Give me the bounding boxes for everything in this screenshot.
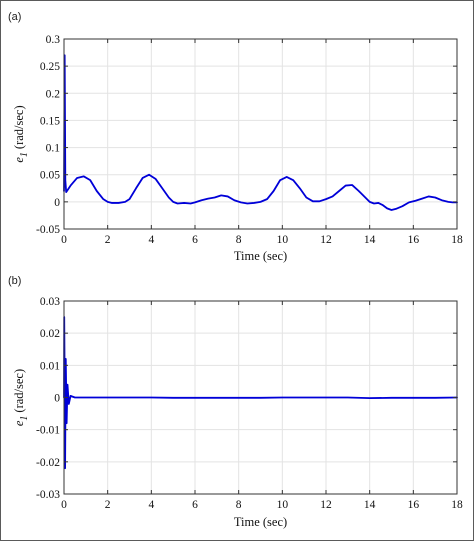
y-tick-label: 0.05 [40,170,60,182]
y-tick-label: 0.02 [40,328,60,340]
y-tick-label: 0.01 [40,360,60,372]
x-tick-label: 14 [364,234,376,246]
x-tick-label: 2 [105,234,111,246]
x-tick-label: 4 [148,234,154,246]
y-tick-label: -0.05 [36,224,60,236]
x-tick-label: 18 [451,499,463,511]
x-axis-label: Time (sec) [234,515,287,529]
y-axis-label: e1(rad/sec) [12,105,30,162]
x-tick-label: 4 [148,499,154,511]
x-tick-label: 0 [61,234,67,246]
y-tick-label: 0.2 [46,88,61,100]
y-tick-label: 0.1 [46,143,61,155]
x-tick-label: 16 [408,234,420,246]
y-tick-label: -0.02 [36,457,60,469]
x-tick-label: 8 [236,234,242,246]
chart-panel-b: (b) 0 2 4 6 8 10 12 14 16 18 -0.03 -0.02 -0.01 0 0.01 0.… [8,275,463,529]
y-tick-label: -0.01 [36,425,60,437]
x-tick-label: 12 [320,234,332,246]
x-tick-label: 14 [364,499,376,511]
series-line [63,54,458,211]
x-tick-label: 18 [451,234,463,246]
chart-panel-a: (a)0 2 4 6 8 10 12 14 16 18-0.0500.050.10.150.20.… [8,11,463,263]
x-axis-label: Time (sec) [234,249,287,263]
y-tick-label: 0.15 [40,115,60,127]
x-tick-label: 6 [192,234,198,246]
x-tick-label: 10 [277,499,289,511]
y-tick-label: 0.3 [46,34,61,46]
x-tick-label: 6 [192,499,198,511]
x-tick-label: 16 [408,499,420,511]
x-tick-label: 2 [105,499,111,511]
y-tick-label: -0.03 [36,489,60,501]
plot-area-border [63,38,458,230]
panel-label: (a) [8,11,21,23]
panel-label: (b) [8,275,21,287]
y-tick-label: 0 [54,393,60,405]
y-tick-label: 0 [54,197,60,209]
x-tick-label: 0 [61,499,67,511]
x-tick-label: 12 [320,499,332,511]
y-axis-label: e1(rad/sec) [12,369,30,426]
x-tick-label: 8 [236,499,242,511]
x-tick-label: 10 [277,234,289,246]
series-line [63,316,458,470]
y-tick-label: 0.25 [40,61,60,73]
y-tick-label: 0.03 [40,296,60,308]
